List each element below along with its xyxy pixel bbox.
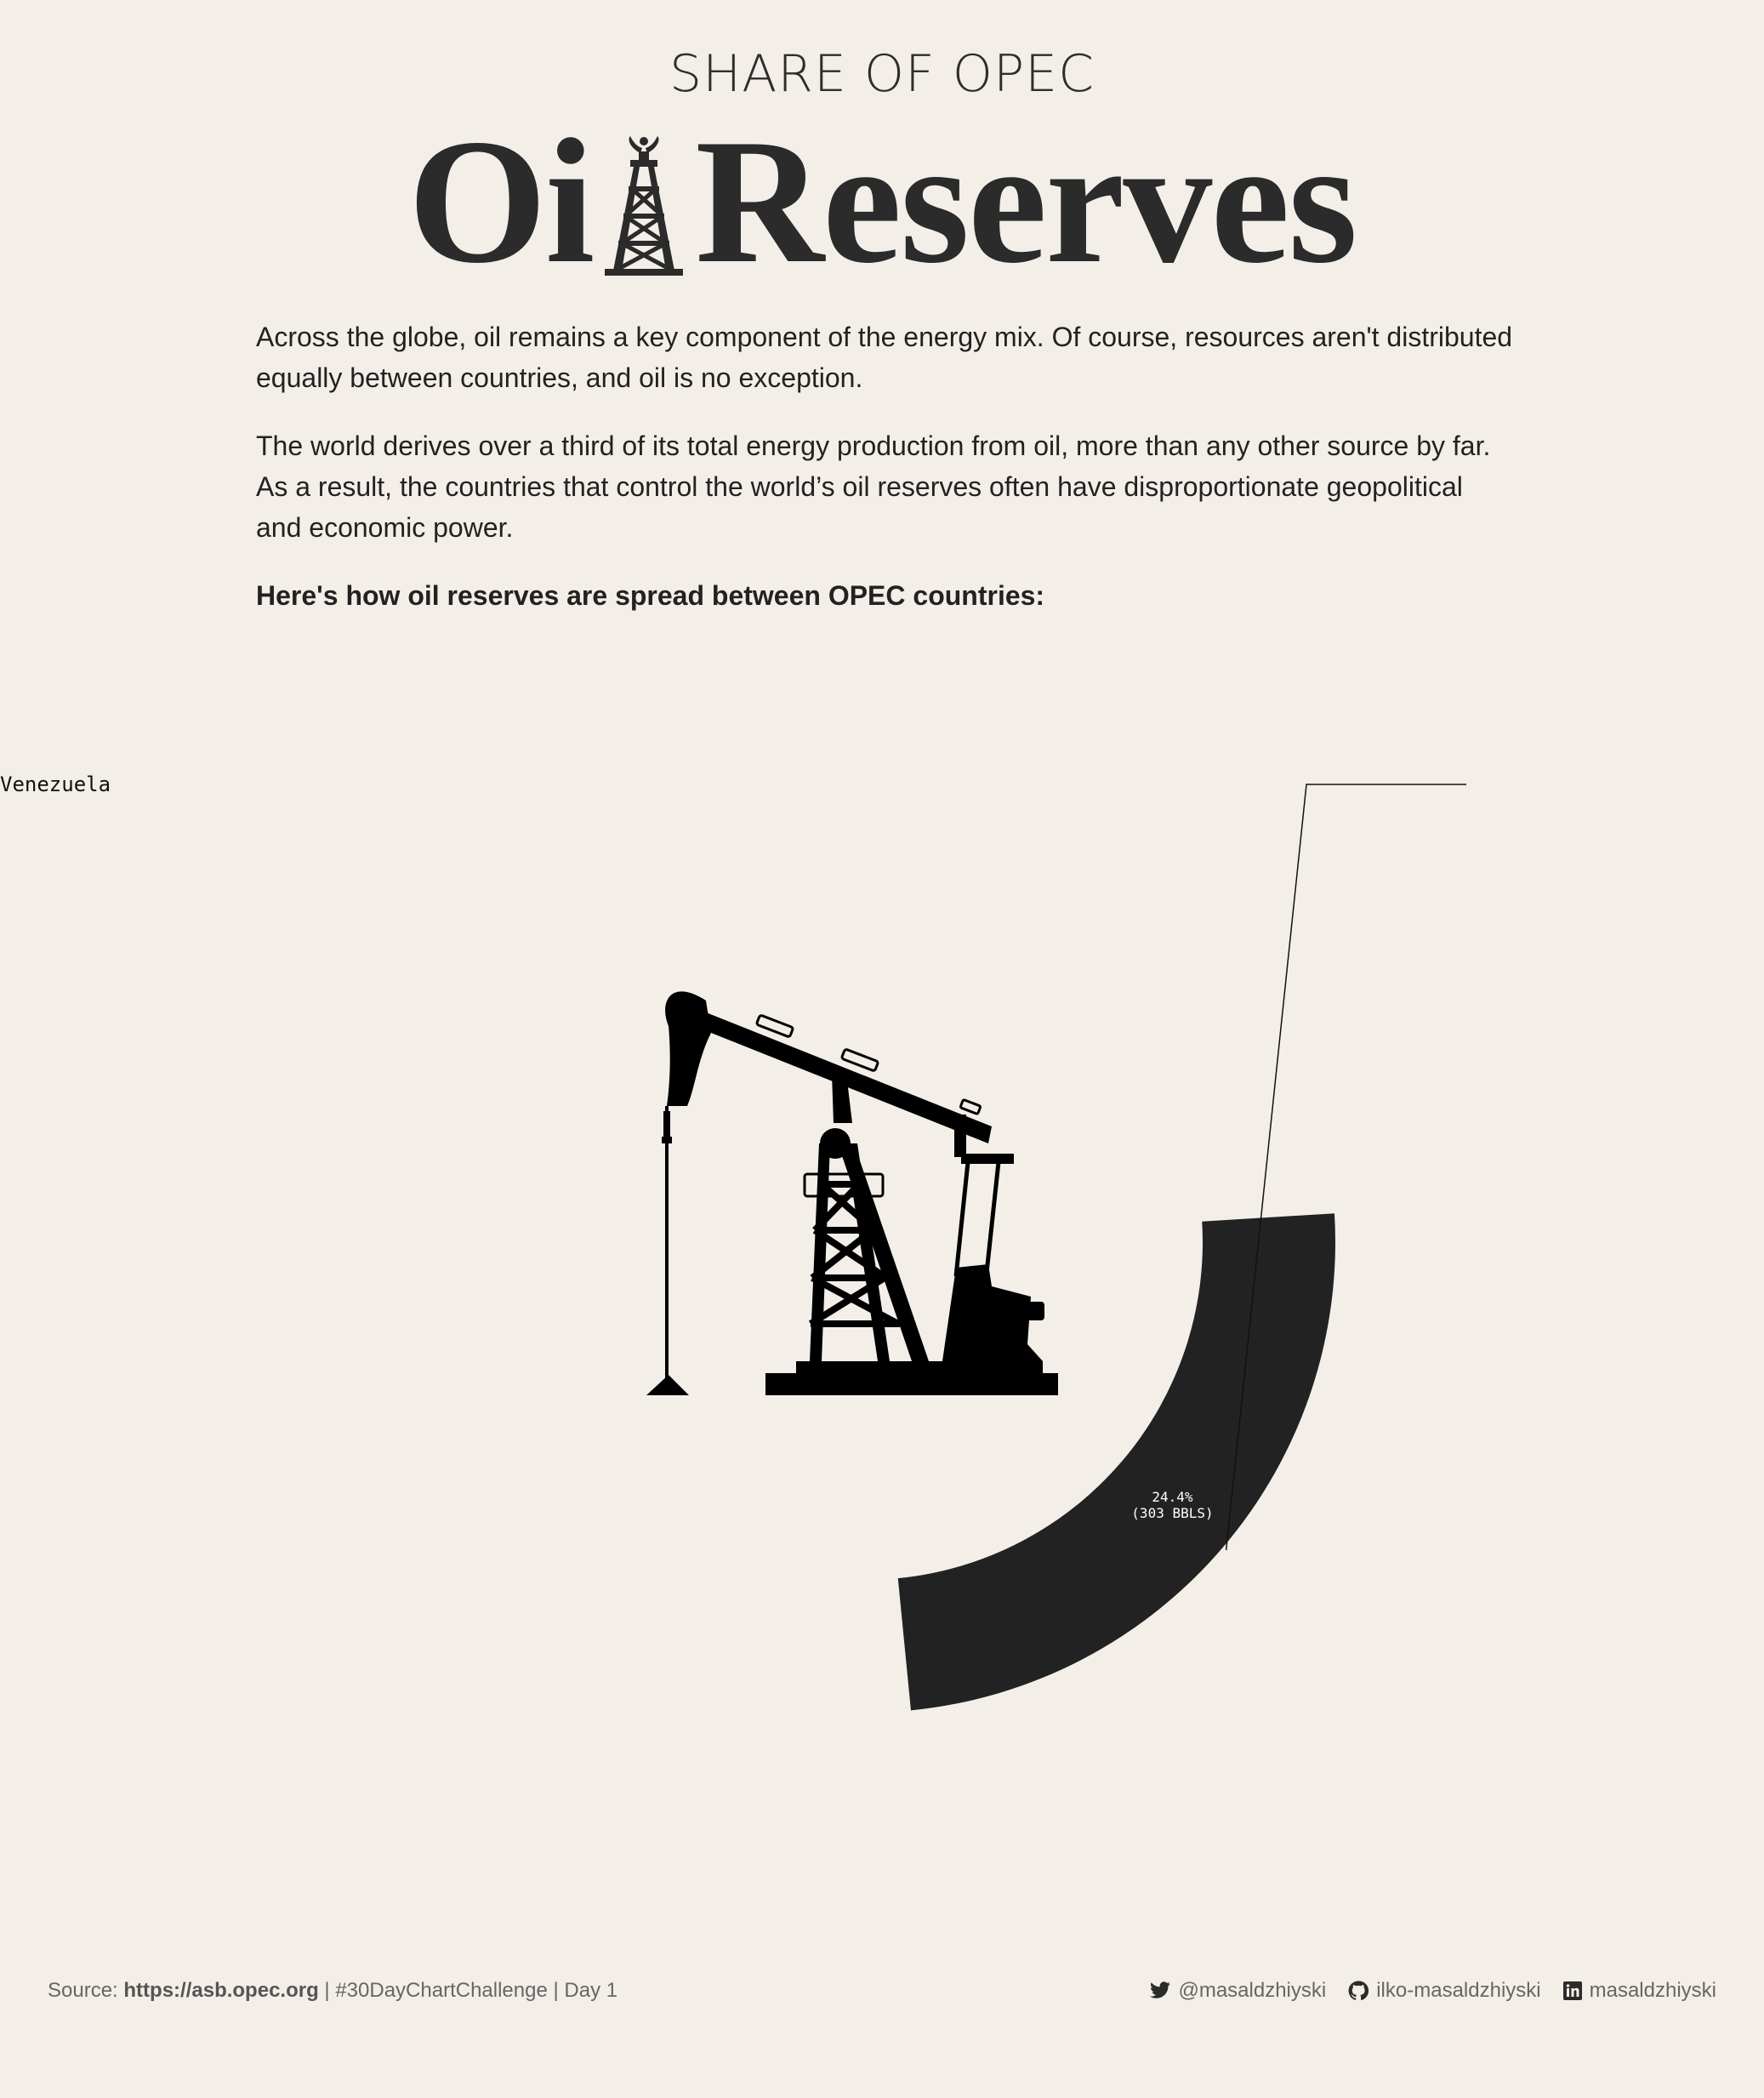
title-part-1: Oi xyxy=(407,103,595,300)
github-handle: ilko-masaldzhiyski xyxy=(1376,1979,1541,2002)
twitter-icon xyxy=(1150,1981,1171,1998)
pumpjack-icon xyxy=(646,991,1058,1395)
chart-subtitle: SHARE OF OPEC xyxy=(669,44,1095,104)
donut-slices xyxy=(897,1213,1335,1711)
linkedin-handle: masaldzhiyski xyxy=(1589,1979,1716,2002)
github-icon xyxy=(1348,1981,1369,2001)
intro-text: Across the globe, oil remains a key comp… xyxy=(256,316,1515,643)
country-label-venezuela: Venezuela xyxy=(0,772,111,796)
country-labels: Venezuela xyxy=(0,772,111,796)
leader-line-venezuela xyxy=(1225,784,1466,1551)
intro-lead: Here's how oil reserves are spread betwe… xyxy=(256,580,1045,611)
github-link[interactable]: ilko-masaldzhiyski xyxy=(1348,1979,1541,2003)
linkedin-icon xyxy=(1562,1981,1582,2000)
source-link[interactable]: https://asb.opec.org xyxy=(123,1979,319,2002)
slice-venezuela xyxy=(897,1213,1335,1711)
intro-paragraph-1: Across the globe, oil remains a key comp… xyxy=(256,322,1513,393)
twitter-link[interactable]: @masaldzhiyski xyxy=(1150,1979,1326,2003)
twitter-handle: @masaldzhiyski xyxy=(1178,1979,1327,2002)
chart-title: Oi Reserves xyxy=(0,104,1764,291)
slice-value-venezuela: (303 BBLS) xyxy=(1131,1505,1213,1521)
intro-paragraph-2: The world derives over a third of its to… xyxy=(256,430,1491,543)
linkedin-link[interactable]: masaldzhiyski xyxy=(1562,1979,1716,2003)
donut-chart: Venezuela 24.4% (303 BBLS) xyxy=(0,772,1466,1711)
title-part-2: Reserves xyxy=(695,103,1357,300)
slice-label-venezuela: 24.4% (303 BBLS) xyxy=(1131,1489,1213,1521)
footer: Source: https://asb.opec.org | #30DayCha… xyxy=(48,1974,1716,2008)
source-prefix: Source: xyxy=(48,1979,124,2002)
source-suffix: | #30DayChartChallenge | Day 1 xyxy=(318,1979,618,2002)
leader-lines xyxy=(1225,784,1466,1551)
slice-labels: 24.4% (303 BBLS) xyxy=(1131,1489,1213,1521)
oil-derrick-icon xyxy=(605,136,684,276)
slice-percent-venezuela: 24.4% xyxy=(1152,1489,1193,1505)
social-links: @masaldzhiyski ilko-masaldzhiyski masald… xyxy=(1128,1979,1716,2003)
source-text: Source: https://asb.opec.org | #30DayCha… xyxy=(48,1979,617,2003)
